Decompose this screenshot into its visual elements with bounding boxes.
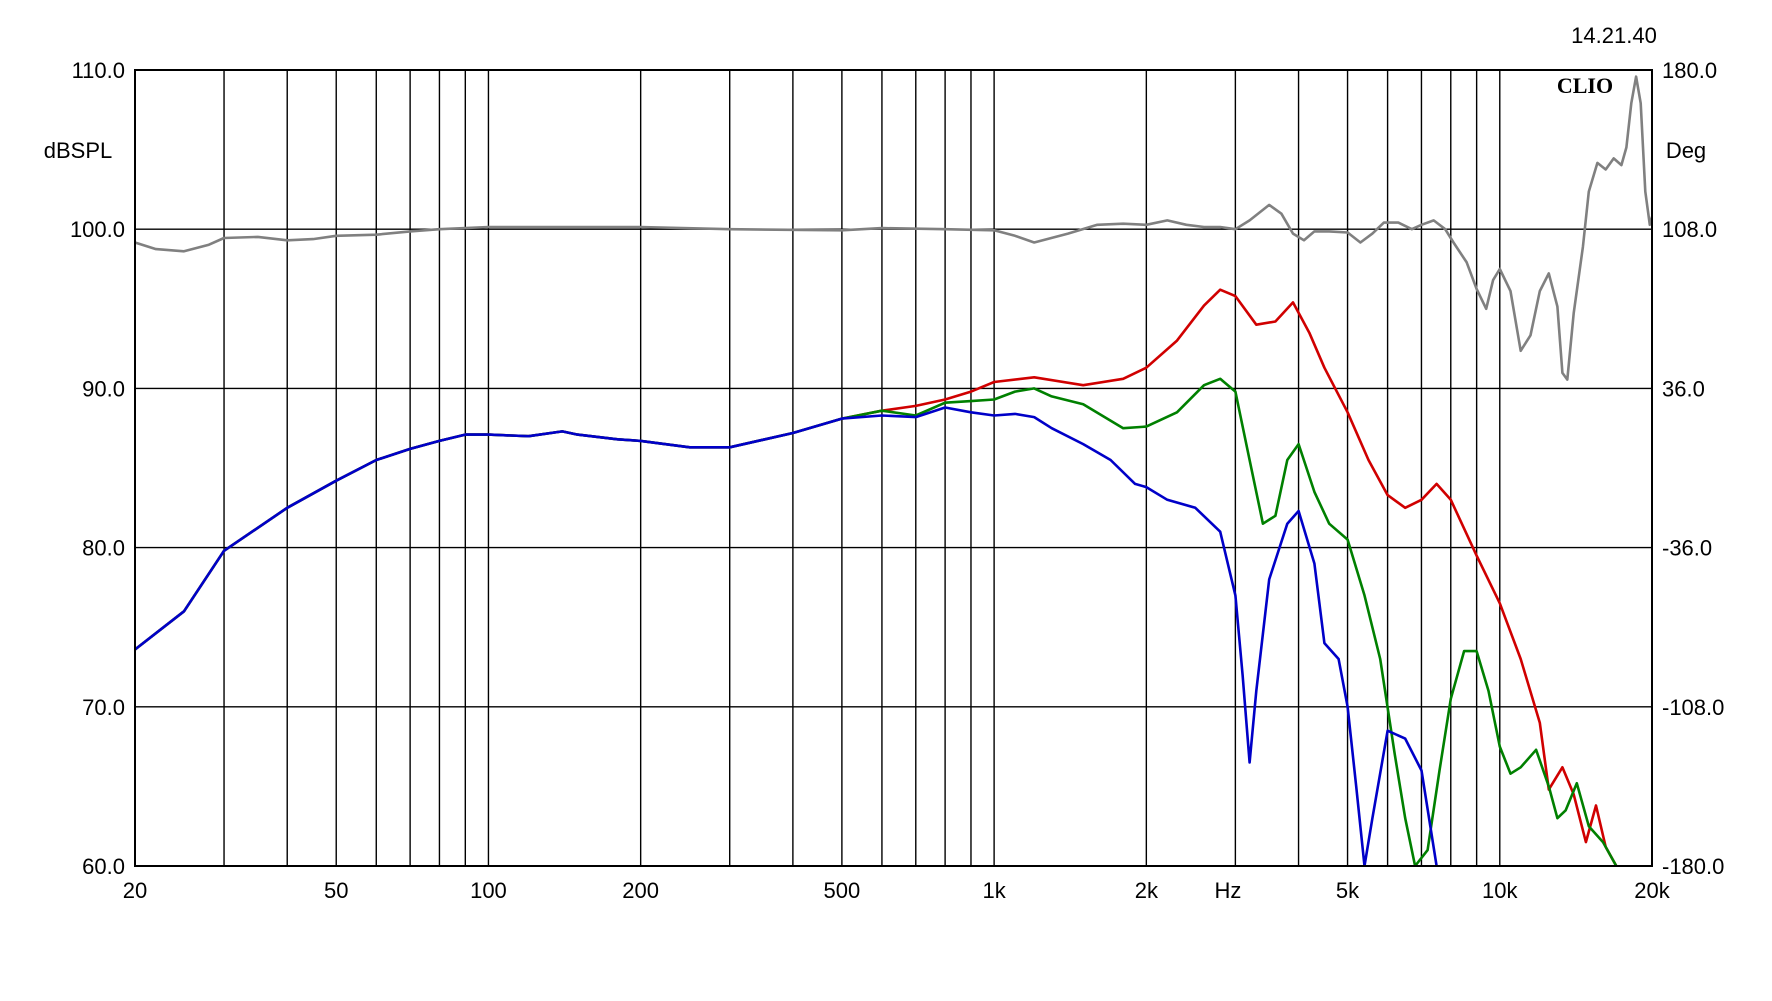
tick-labels: 20 50 100 200 500 1k 2k 5k 10k 20k 60.0 70.0 80.0 90.… bbox=[70, 58, 1724, 903]
x-tick-label: 100 bbox=[470, 878, 507, 903]
clio-logo: CLIO bbox=[1557, 73, 1613, 98]
y-left-tick-label: 80.0 bbox=[82, 536, 125, 561]
y-left-axis-label: dBSPL bbox=[44, 138, 113, 163]
data-series bbox=[135, 75, 1652, 866]
x-tick-label: 2k bbox=[1135, 878, 1159, 903]
y-right-tick-label: -108.0 bbox=[1662, 695, 1724, 720]
x-tick-label: 20 bbox=[123, 878, 147, 903]
x-tick-label: 50 bbox=[324, 878, 348, 903]
plot-frame bbox=[134, 69, 1653, 867]
y-right-tick-label: -180.0 bbox=[1662, 854, 1724, 879]
y-right-tick-label: 36.0 bbox=[1662, 376, 1705, 401]
y-right-tick-label: 108.0 bbox=[1662, 217, 1717, 242]
y-left-tick-label: 110.0 bbox=[72, 58, 125, 83]
y-right-tick-label: -36.0 bbox=[1662, 536, 1712, 561]
x-tick-label: 20k bbox=[1634, 878, 1670, 903]
x-tick-label: 5k bbox=[1336, 878, 1360, 903]
series-line-2 bbox=[135, 406, 1438, 866]
y-left-tick-label: 100.0 bbox=[70, 217, 125, 242]
y-left-tick-label: 60.0 bbox=[82, 854, 125, 879]
x-tick-label: 500 bbox=[824, 878, 861, 903]
y-left-tick-label: 70.0 bbox=[82, 695, 125, 720]
y-right-axis-label: Deg bbox=[1666, 138, 1706, 163]
timestamp: 14.21.40 bbox=[1571, 23, 1657, 48]
x-tick-label: 10k bbox=[1482, 878, 1518, 903]
x-tick-label: 200 bbox=[622, 878, 659, 903]
y-left-tick-label: 90.0 bbox=[82, 376, 125, 401]
grid-lines bbox=[135, 69, 1653, 867]
series-line-3 bbox=[135, 75, 1652, 381]
y-right-tick-label: 180.0 bbox=[1662, 58, 1717, 83]
x-tick-label: 1k bbox=[982, 878, 1006, 903]
x-axis-label: Hz bbox=[1215, 878, 1242, 903]
